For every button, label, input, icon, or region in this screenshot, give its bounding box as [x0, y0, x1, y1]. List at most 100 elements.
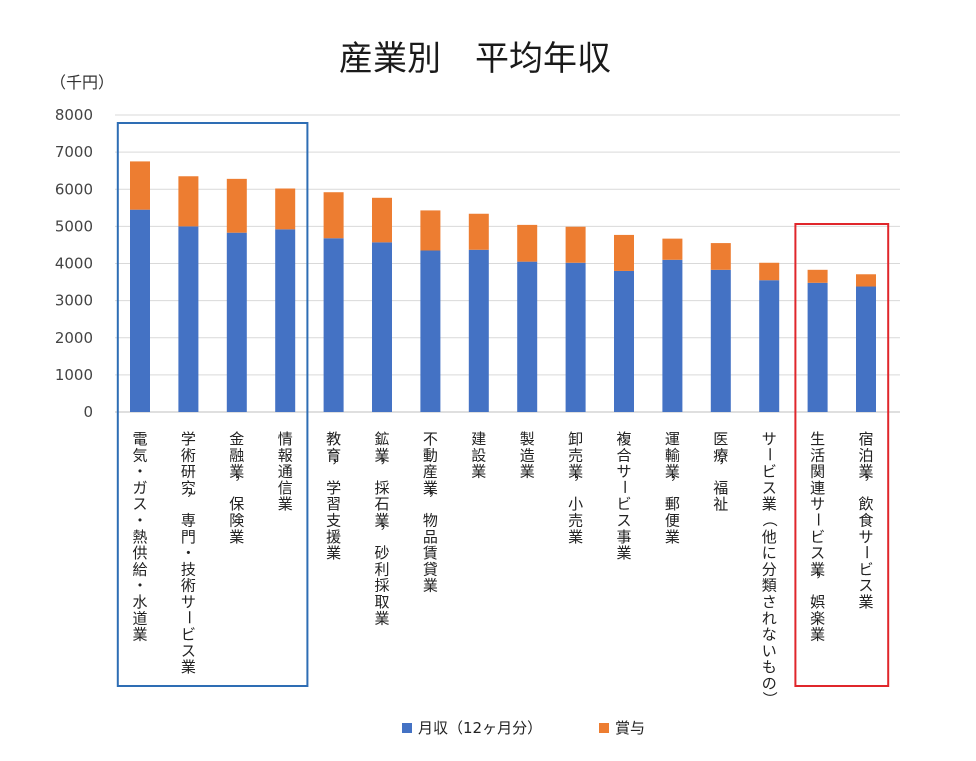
svg-text:支: 支	[326, 512, 341, 530]
category-label: 運輸業，郵便業	[665, 430, 685, 546]
svg-text:業: 業	[181, 658, 196, 676]
svg-text:医: 医	[713, 430, 728, 448]
bar-bonus	[178, 176, 199, 227]
bar-monthly	[759, 280, 780, 412]
svg-text:）: ）	[761, 691, 779, 706]
svg-text:便: 便	[665, 512, 680, 530]
category-label: 医療， 福祉	[713, 430, 733, 513]
svg-text:業: 業	[132, 626, 147, 644]
svg-text:利: 利	[374, 560, 389, 578]
svg-text:門: 門	[181, 528, 196, 546]
bar-bonus	[662, 238, 683, 260]
svg-text:信: 信	[278, 479, 293, 497]
bar-monthly	[420, 250, 441, 412]
bar-bonus	[372, 197, 392, 243]
svg-text:楽: 楽	[810, 609, 825, 627]
svg-text:ビ: ビ	[181, 626, 196, 644]
svg-text:ガ: ガ	[132, 479, 147, 497]
bar-monthly	[662, 259, 683, 412]
y-tick-label: 2000	[55, 329, 93, 347]
bar-bonus	[226, 178, 247, 233]
svg-text:・: ・	[181, 544, 196, 562]
svg-text:ビ: ビ	[858, 560, 873, 578]
svg-text:金: 金	[229, 430, 244, 448]
bar-monthly	[856, 286, 876, 412]
svg-text:業: 業	[568, 463, 583, 481]
svg-text:分: 分	[762, 560, 777, 578]
svg-text:関: 関	[810, 463, 825, 481]
category-label: 金融業，保険業	[229, 430, 249, 546]
bar-bonus	[856, 274, 876, 287]
svg-text:宿: 宿	[858, 430, 873, 448]
svg-text:造: 造	[520, 446, 535, 464]
svg-text:建: 建	[471, 430, 486, 448]
svg-text:道: 道	[132, 609, 147, 627]
bar-monthly	[710, 269, 731, 412]
svg-text:活: 活	[810, 446, 825, 464]
bar-bonus	[807, 269, 828, 283]
svg-text:研: 研	[181, 463, 196, 481]
legend-label: 月収（12ヶ月分）	[418, 719, 542, 737]
bars	[130, 161, 876, 412]
y-tick-label: 7000	[55, 143, 93, 161]
bar-monthly	[517, 261, 538, 412]
svg-text:ス: ス	[616, 512, 631, 530]
svg-text:業: 業	[520, 463, 535, 481]
highlight-boxes	[116, 122, 890, 687]
svg-text:小: 小	[568, 495, 583, 513]
svg-text:融: 融	[229, 446, 244, 464]
svg-text:ー: ー	[180, 610, 198, 625]
svg-text:取: 取	[374, 593, 389, 611]
svg-text:食: 食	[858, 512, 873, 530]
svg-text:卸: 卸	[568, 430, 583, 448]
svg-text:究: 究	[181, 479, 196, 497]
bar-monthly	[614, 270, 634, 412]
svg-text:援: 援	[326, 528, 341, 546]
bar-monthly	[226, 232, 247, 412]
svg-text:業: 業	[423, 577, 438, 595]
bar-monthly	[130, 209, 150, 412]
svg-text:石: 石	[374, 495, 389, 513]
y-tick-label: 1000	[55, 366, 93, 384]
svg-text:採: 採	[374, 577, 389, 595]
svg-text:情: 情	[278, 430, 293, 448]
svg-text:ビ: ビ	[762, 463, 777, 481]
svg-text:通: 通	[278, 463, 293, 481]
bar-bonus	[420, 210, 441, 251]
svg-text:業: 業	[471, 463, 486, 481]
svg-text:技: 技	[181, 560, 196, 578]
svg-text:ー: ー	[809, 512, 827, 527]
svg-text:貸: 貸	[423, 560, 438, 578]
category-label: 製造業	[520, 430, 535, 481]
svg-text:険: 険	[229, 512, 244, 530]
bar-bonus	[130, 161, 150, 210]
svg-text:サ: サ	[762, 430, 777, 448]
svg-text:娯: 娯	[810, 593, 825, 611]
svg-text:業: 業	[762, 495, 777, 513]
bar-bonus	[614, 234, 634, 271]
svg-text:ビ: ビ	[810, 528, 825, 546]
bar-bonus	[517, 224, 538, 262]
legend-label: 賞与	[615, 719, 645, 737]
svg-text:業: 業	[423, 479, 438, 497]
bar-bonus	[323, 192, 344, 239]
svg-text:の: の	[762, 675, 777, 693]
y-tick-label: 8000	[55, 106, 93, 124]
svg-text:業: 業	[374, 609, 389, 627]
svg-text:ス: ス	[810, 544, 825, 562]
bar-monthly	[372, 242, 392, 412]
svg-text:（: （	[761, 512, 779, 527]
svg-text:報: 報	[278, 446, 293, 464]
svg-text:，: ，	[428, 481, 443, 499]
svg-text:教: 教	[326, 430, 341, 448]
svg-text:採: 採	[374, 479, 389, 497]
highlight-box	[116, 122, 309, 687]
y-tick-label: 3000	[55, 292, 93, 310]
svg-text:連: 連	[810, 479, 825, 497]
